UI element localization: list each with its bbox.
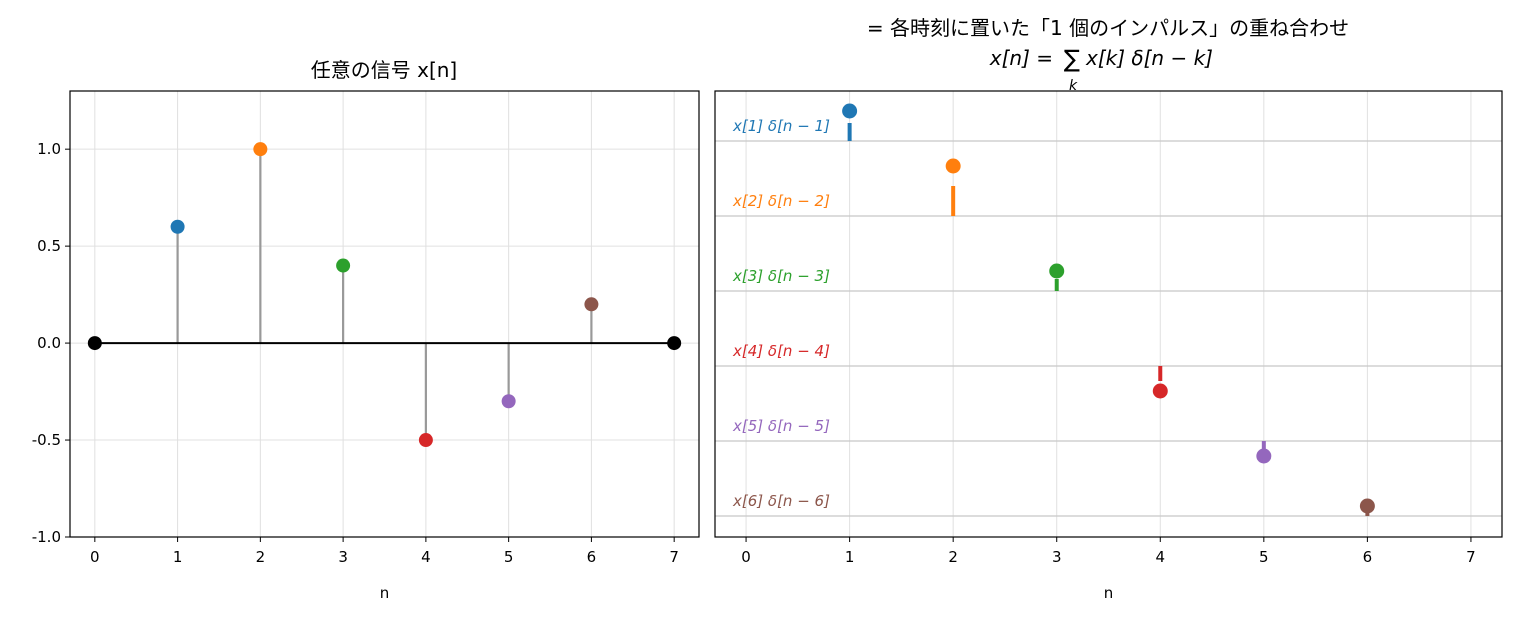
left-chart-title: 任意の信号 x[n] [311, 58, 457, 82]
left-x-tick-label: 4 [421, 548, 431, 566]
left-x-tick-label: 6 [587, 548, 597, 566]
formula-sum-symbol: ∑ [1064, 45, 1080, 73]
left-y-tick-label: 0.0 [37, 334, 61, 352]
left-ticks: 0 1 2 3 4 5 6 7 -1.0 -0.5 0.0 0.5 1.0 [32, 140, 679, 566]
formula-sum-index: k [1069, 78, 1078, 94]
left-x-tick-label: 1 [173, 548, 183, 566]
row-stem-marker [842, 103, 858, 119]
left-y-tick-label: 1.0 [37, 140, 61, 158]
right-chart-title: = 各時刻に置いた「1 個のインパルス」の重ね合わせ [867, 16, 1349, 40]
left-x-tick-label: 7 [669, 548, 679, 566]
left-x-axis-label: n [380, 584, 390, 602]
left-stem-marker [418, 433, 433, 448]
right-x-tick-label: 6 [1363, 548, 1373, 566]
convolution-sum-formula: x[n] = ∑ k x[k] δ[n − k] [989, 45, 1213, 94]
left-stem-marker [584, 297, 599, 312]
left-stem-chart: 任意の信号 x[n] 0 1 2 3 4 5 6 7 -1.0 -0.5 0.0 0.5 1.0 n [32, 58, 700, 602]
row-stem-marker [1049, 263, 1065, 279]
right-axes-frame [714, 90, 1503, 538]
row-label: x[1] δ[n − 1] [732, 117, 830, 135]
right-x-tick-label: 4 [1156, 548, 1166, 566]
row-stem-marker [1256, 448, 1272, 464]
right-superposition-chart: = 各時刻に置いた「1 個のインパルス」の重ね合わせ x[n] = ∑ k x[… [714, 16, 1503, 602]
formula-rhs: x[k] δ[n − k] [1085, 46, 1213, 70]
row-label: x[3] δ[n − 3] [732, 267, 830, 285]
right-x-tick-label: 7 [1466, 548, 1476, 566]
right-plot-area: x[1] δ[n − 1] x[2] δ[n − 2] x[3] δ[n − 3] x… [715, 103, 1502, 517]
left-stem-marker [253, 142, 268, 157]
left-stem-marker [87, 336, 102, 351]
row-label: x[4] δ[n − 4] [732, 342, 830, 360]
left-axes-frame [69, 90, 700, 538]
row-label: x[2] δ[n − 2] [732, 192, 830, 210]
right-x-axis-label: n [1104, 584, 1114, 602]
left-x-tick-label: 5 [504, 548, 514, 566]
left-stem-marker [336, 258, 351, 273]
left-x-tick-label: 2 [256, 548, 266, 566]
row-label: x[5] δ[n − 5] [732, 417, 830, 435]
row-stem-marker [1152, 383, 1168, 399]
right-ticks: 0 1 2 3 4 5 6 7 [741, 537, 1476, 566]
right-x-tick-label: 5 [1259, 548, 1269, 566]
right-grid [745, 91, 1472, 537]
left-plot-area [87, 142, 682, 448]
right-x-tick-label: 0 [741, 548, 751, 566]
left-stem-marker [667, 336, 682, 351]
row-label: x[6] δ[n − 6] [732, 492, 830, 510]
formula-lhs: x[n] = [989, 46, 1053, 70]
left-stem-marker [170, 219, 185, 234]
left-x-tick-label: 3 [338, 548, 348, 566]
left-x-tick-label: 0 [90, 548, 100, 566]
left-y-tick-label: -0.5 [32, 431, 61, 449]
row-stem-marker [1359, 498, 1375, 514]
left-grid [70, 91, 699, 538]
left-y-tick-label: 0.5 [37, 237, 61, 255]
row-stem-marker [945, 158, 961, 174]
right-x-tick-label: 1 [845, 548, 855, 566]
left-stem-marker [501, 394, 516, 409]
right-x-tick-label: 2 [948, 548, 958, 566]
left-y-tick-label: -1.0 [32, 528, 61, 546]
right-x-tick-label: 3 [1052, 548, 1062, 566]
